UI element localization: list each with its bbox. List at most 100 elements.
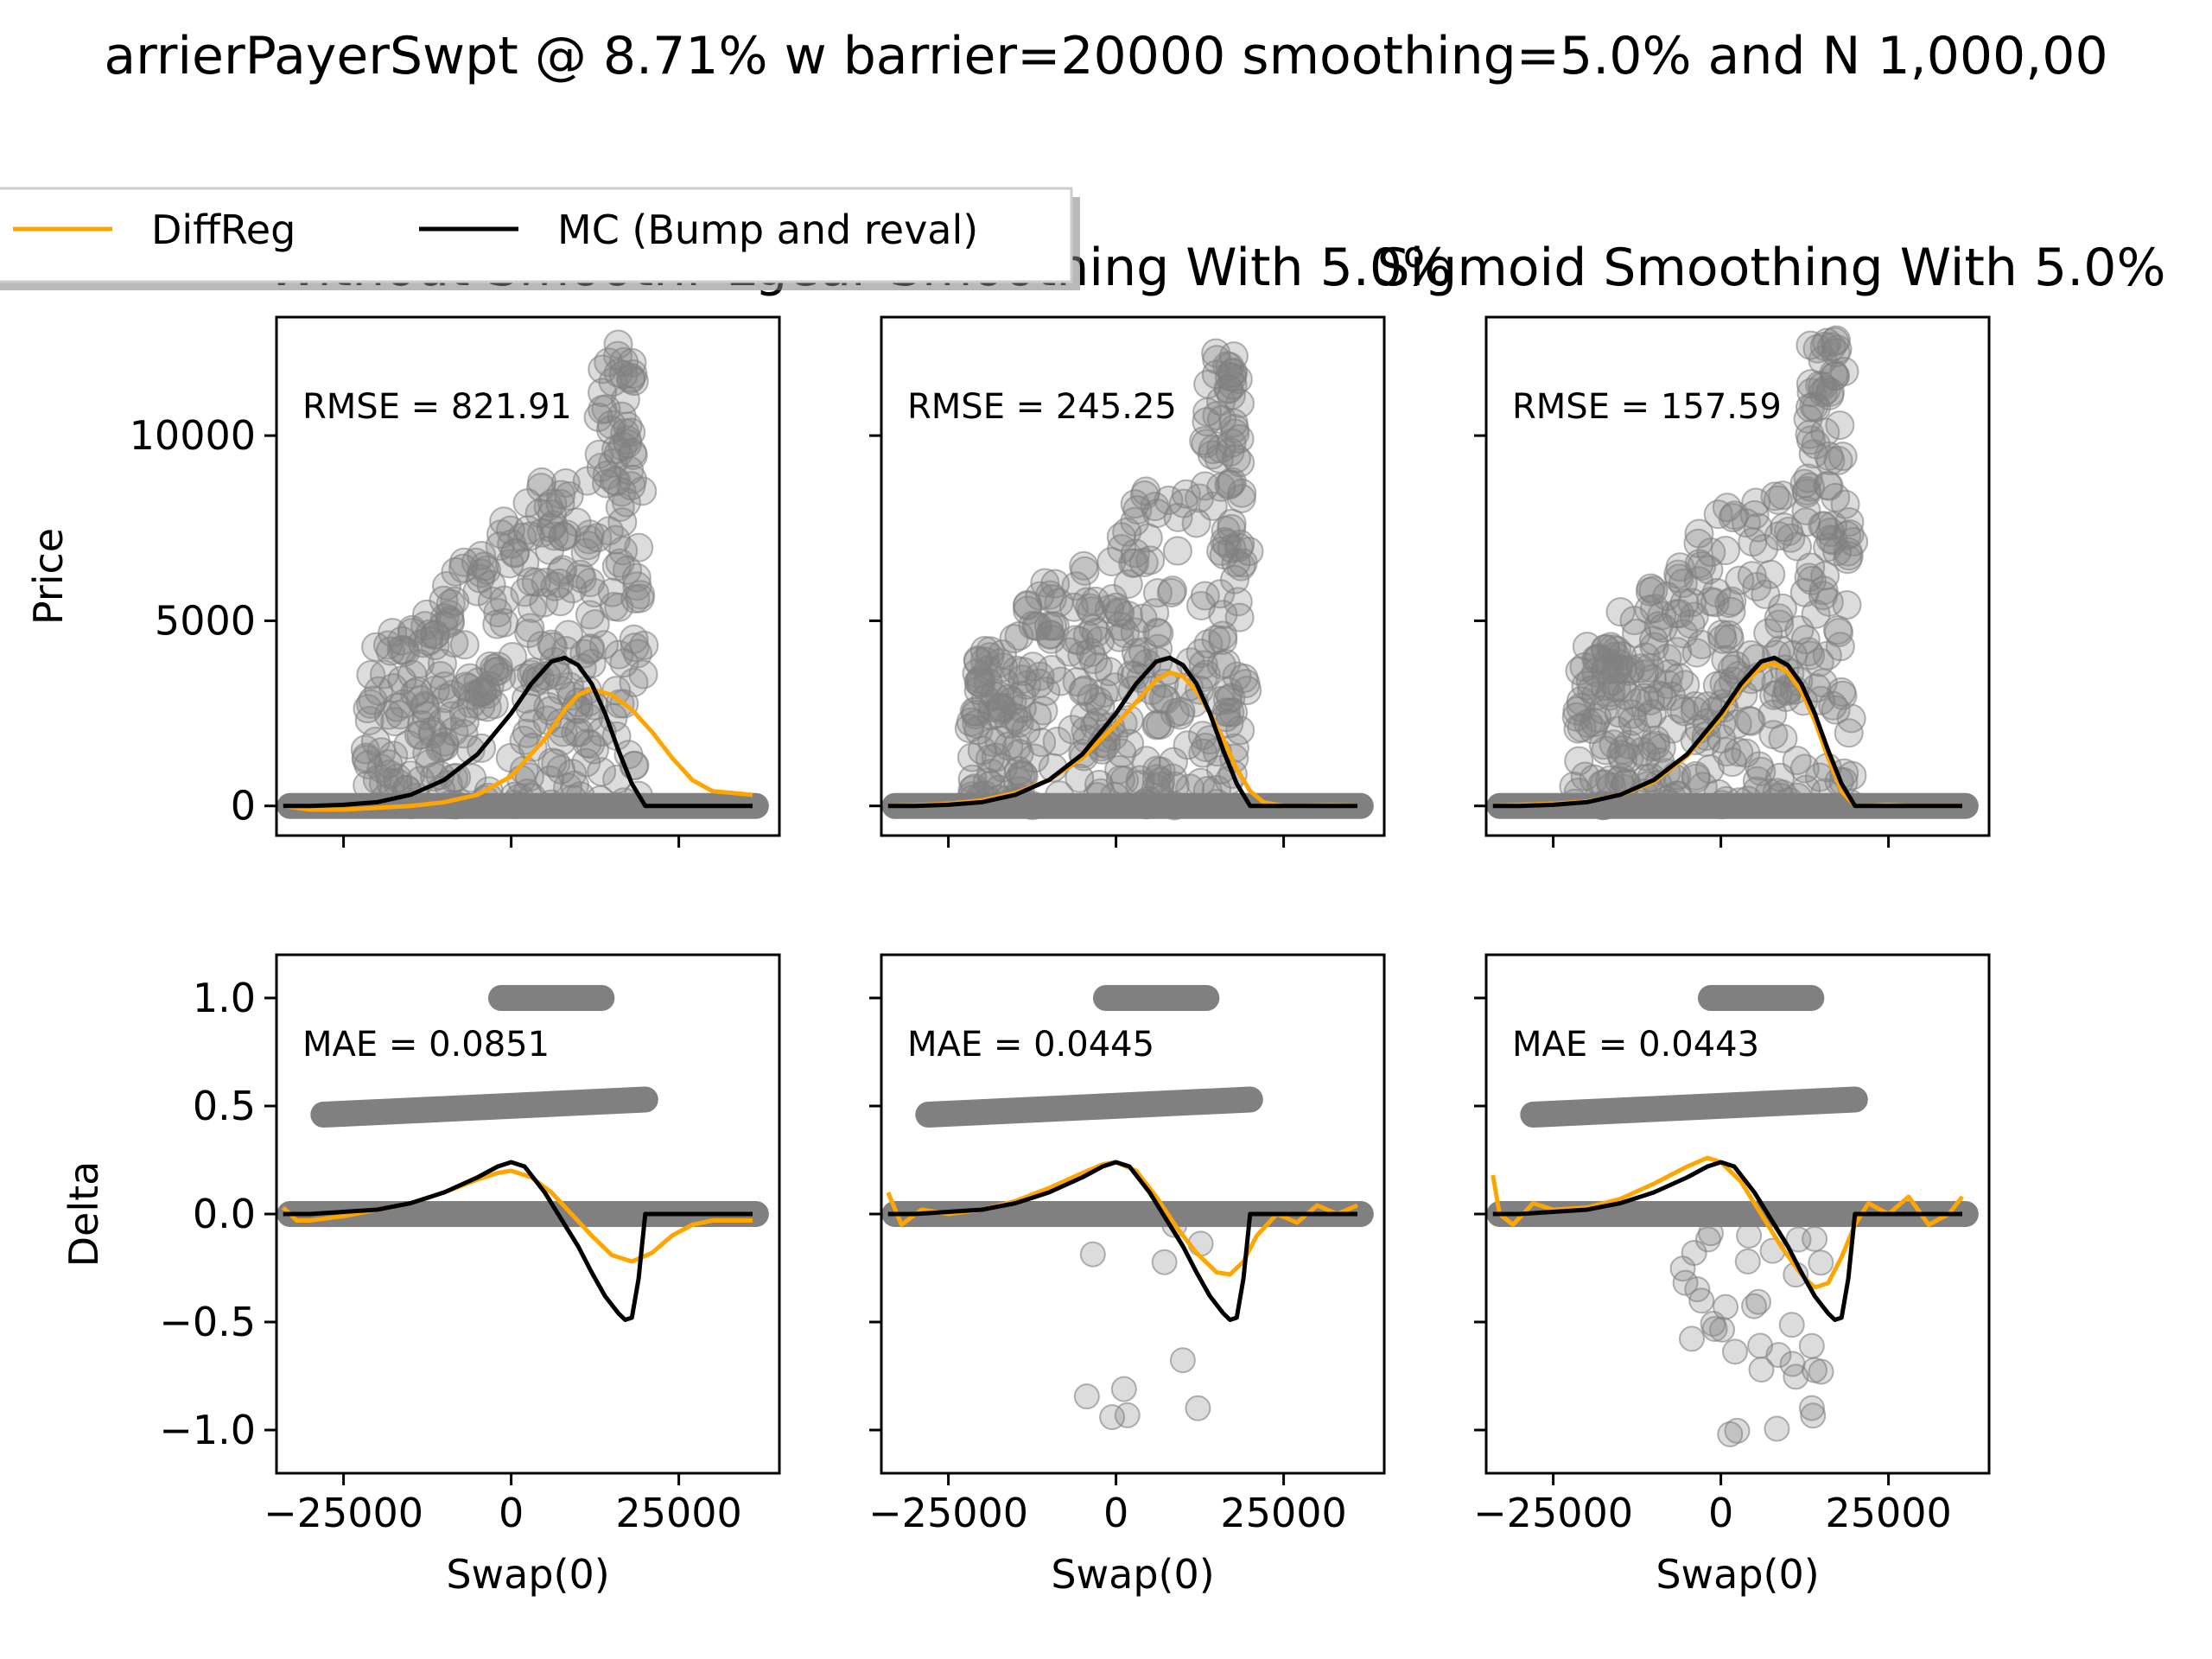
sample-point: [396, 760, 426, 791]
sample-point: [1808, 1249, 1834, 1276]
sample-point: [427, 648, 457, 678]
y-tick-label: 1.0: [193, 975, 256, 1021]
subplot-6: −25000 0 25000 MAE = 0.0443 Swap(0): [1473, 953, 1991, 1598]
sample-point: [588, 395, 618, 425]
sample-point: [526, 631, 556, 661]
sample-point: [1224, 423, 1255, 454]
sample-point: [1716, 596, 1746, 626]
delta-band-half: [915, 1086, 1263, 1128]
sample-point: [601, 524, 631, 555]
sample-point: [448, 719, 479, 749]
sample-point: [1185, 767, 1216, 798]
sample-point: [1753, 618, 1783, 648]
sample-point: [1198, 435, 1228, 465]
sample-point: [469, 551, 499, 582]
sample-point: [625, 583, 655, 613]
sample-point: [1188, 738, 1218, 768]
sample-point: [1037, 611, 1067, 641]
sample-point: [1562, 696, 1592, 726]
sample-point: [407, 709, 437, 740]
sample-point: [479, 653, 509, 683]
legend-label-mc: MC (Bump and reval): [557, 207, 978, 253]
sample-point: [1630, 659, 1660, 690]
sample-point: [1206, 434, 1236, 464]
sample-point: [1796, 330, 1826, 360]
mc-line: [283, 1160, 753, 1322]
sample-point: [1223, 587, 1253, 617]
sample-point: [366, 753, 397, 784]
sample-point: [1765, 1342, 1792, 1369]
sample-point: [429, 585, 459, 615]
sample-point: [1765, 762, 1796, 792]
sample-point: [1825, 410, 1855, 441]
sample-point: [406, 720, 436, 750]
sample-point: [1189, 426, 1219, 456]
sample-point: [1684, 549, 1714, 579]
sample-point: [472, 692, 502, 722]
x-tick-label: 0: [1708, 1490, 1733, 1536]
sample-point: [1798, 1395, 1825, 1421]
sample-point: [368, 768, 398, 798]
sample-point: [584, 439, 614, 469]
sample-point: [1173, 730, 1203, 760]
sample-point: [1764, 1415, 1790, 1442]
sample-point: [1664, 599, 1694, 629]
sample-point: [575, 633, 606, 664]
sample-point: [442, 762, 472, 792]
sample-point: [1073, 1383, 1100, 1410]
sample-point: [510, 548, 540, 578]
sample-point: [1825, 632, 1855, 662]
sample-point: [482, 609, 512, 639]
sample-point: [1169, 1347, 1196, 1374]
sample-point: [1734, 1248, 1761, 1274]
y-tick-label: 0.5: [193, 1083, 256, 1129]
plot-area: [1486, 985, 1979, 1447]
y-tick-label: 0.0: [193, 1191, 256, 1237]
sample-point: [526, 473, 556, 503]
legend-box: [0, 187, 1073, 283]
sample-point: [1791, 507, 1821, 537]
sample-point: [1188, 650, 1218, 680]
sample-point: [601, 435, 632, 465]
y-tick-label: −0.5: [159, 1299, 256, 1345]
sample-point: [1185, 1395, 1211, 1421]
y-tick-label: 0: [231, 783, 256, 830]
sample-point: [1711, 645, 1741, 675]
sample-point: [1185, 590, 1216, 620]
sample-point: [1758, 720, 1789, 750]
sample-point: [425, 660, 455, 690]
legend: DiffReg MC (Bump and reval): [0, 187, 1080, 290]
sample-point: [613, 411, 643, 442]
sample-point: [1573, 709, 1604, 739]
sample-point: [1741, 1293, 1768, 1319]
sample-point: [1833, 537, 1863, 567]
subplot-4: −25000 0 25000 −1.0 −0.5 0.0 0.5 1.0 MAE = 0.085…: [60, 953, 781, 1598]
sample-point: [351, 744, 381, 774]
sample-point: [1637, 732, 1668, 762]
sample-point: [597, 577, 627, 607]
sample-point: [1151, 1249, 1178, 1275]
subplot-5: −25000 0 25000 MAE = 0.0445 Swap(0): [868, 953, 1386, 1598]
sample-point: [619, 624, 649, 654]
sample-point: [477, 586, 507, 616]
sample-point: [580, 609, 610, 639]
sample-point: [1217, 513, 1247, 543]
sample-point: [1657, 714, 1688, 744]
plot-area: [1486, 325, 1979, 821]
sample-point: [1681, 763, 1712, 793]
y-axis-label: Delta: [60, 1161, 107, 1268]
sample-point: [1737, 561, 1767, 591]
sample-point: [1678, 1325, 1705, 1352]
sample-point: [1703, 499, 1733, 530]
sample-point: [1633, 702, 1663, 733]
sample-point: [1218, 697, 1249, 728]
sample-point: [1654, 658, 1684, 689]
sample-point: [1105, 612, 1135, 642]
sample-point: [1584, 643, 1614, 673]
metric-label: MAE = 0.0443: [1512, 1025, 1759, 1065]
sample-point: [1028, 696, 1058, 726]
metric-label: RMSE = 821.91: [302, 387, 572, 427]
sample-point: [1808, 575, 1839, 606]
sample-point: [1061, 571, 1091, 601]
